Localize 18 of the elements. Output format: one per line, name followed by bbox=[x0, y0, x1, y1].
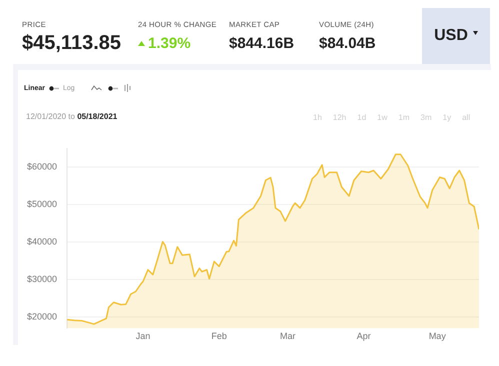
x-tick-label: Apr bbox=[356, 331, 371, 342]
y-tick-label: $30000 bbox=[26, 274, 58, 284]
x-tick-label: Mar bbox=[280, 331, 296, 342]
y-tick-label: $50000 bbox=[26, 199, 58, 210]
text: USD bbox=[434, 27, 468, 45]
y-tick-label: $40000 bbox=[26, 236, 58, 247]
text: $844.16B bbox=[229, 35, 294, 52]
text: $45,113.85 bbox=[22, 32, 121, 55]
x-tick-label: Jan bbox=[136, 331, 150, 342]
x-tick-label: May bbox=[428, 331, 446, 342]
y-tick-label: $60000 bbox=[26, 162, 58, 172]
x-tick-label: Feb bbox=[211, 331, 227, 342]
text: 05/18/2021 bbox=[77, 112, 118, 121]
y-tick-label: $20000 bbox=[26, 311, 58, 322]
text: 1.39% bbox=[148, 35, 191, 52]
text: to bbox=[68, 112, 75, 121]
text: 12/01/2020 bbox=[26, 112, 66, 121]
text: $84.04B bbox=[319, 35, 376, 52]
